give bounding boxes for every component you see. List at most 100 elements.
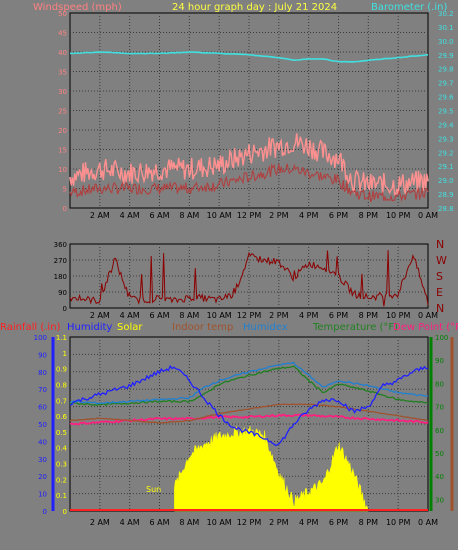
x-tick-label: 2 AM <box>90 518 110 527</box>
humidity-tick-label: 30 <box>38 456 47 464</box>
x-tick-label: 10 PM <box>386 211 411 220</box>
x-tick-label: 8 AM <box>179 311 199 320</box>
legend-indoor-temp: Indoor temp <box>172 322 233 333</box>
humidity-tick-label: 50 <box>38 421 47 429</box>
humidity-tick-label: 100 <box>34 334 47 342</box>
x-tick-label: 2 PM <box>269 211 288 220</box>
baro-tick-label: 29.7 <box>438 80 454 88</box>
x-tick-label: 6 PM <box>329 211 348 220</box>
x-tick-label: 8 AM <box>179 518 199 527</box>
sun-label: Sun <box>146 485 161 494</box>
legend-rainfall: Rainfall (.in) <box>0 322 61 333</box>
x-tick-label: 0 AM <box>418 211 438 220</box>
wind-tick-label: 15 <box>58 147 67 155</box>
x-tick-label: 2 PM <box>269 311 288 320</box>
x-tick-label: 4 PM <box>299 211 318 220</box>
baro-tick-label: 29.5 <box>438 108 454 116</box>
legend-temperature: Temperature (°F) <box>312 322 398 333</box>
temperature-tick-label: 70 <box>435 404 444 412</box>
baro-tick-label: 29.3 <box>438 135 454 143</box>
barometer-series <box>69 51 429 63</box>
direction-tick-label: 180 <box>54 273 67 281</box>
legend-humidity: Humidity <box>67 322 112 333</box>
humidex-series <box>69 361 428 405</box>
baro-tick-label: 28.8 <box>438 205 454 213</box>
rain-tick-label: 0.3 <box>56 461 67 469</box>
x-tick-label: 10 AM <box>207 518 232 527</box>
rain-tick-label: 1.1 <box>56 334 67 342</box>
temperature-panel: 0 10 20 30 40 50 60 70 80 90 100 0 0.1 0.2 0.3 0.4 0.5 0.… <box>34 334 454 527</box>
x-tick-label: 6 PM <box>329 311 348 320</box>
legend-solar: Solar <box>117 322 143 333</box>
wind-tick-label: 50 <box>58 10 67 18</box>
direction-tick-label: 270 <box>54 257 67 265</box>
humidity-tick-label: 90 <box>38 351 47 359</box>
x-tick-label: 6 AM <box>149 211 169 220</box>
wind-gust-series <box>69 133 429 196</box>
compass-label: S <box>436 270 443 283</box>
chart-title: 24 hour graph day : July 21 2024 <box>172 2 337 13</box>
wind-direction-series <box>69 250 429 307</box>
x-tick-label: 8 AM <box>179 211 199 220</box>
x-tick-label: 2 AM <box>90 211 110 220</box>
wind-tick-label: 40 <box>58 49 67 57</box>
x-tick-label: 4 PM <box>299 518 318 527</box>
wind-tick-label: 25 <box>58 108 67 116</box>
temperature-tick-label: 90 <box>435 357 444 365</box>
x-tick-label: 6 PM <box>329 518 348 527</box>
x-tick-label: 4 AM <box>120 211 140 220</box>
x-tick-label: 10 AM <box>207 311 232 320</box>
humidity-tick-label: 40 <box>38 438 47 446</box>
rain-tick-label: 0.5 <box>56 429 67 437</box>
x-tick-label: 2 AM <box>90 311 110 320</box>
wind-tick-label: 0 <box>63 205 67 213</box>
baro-tick-label: 30.0 <box>438 38 454 46</box>
rain-tick-label: 1 <box>63 350 67 358</box>
direction-tick-label: 90 <box>58 289 67 297</box>
x-tick-label: 10 PM <box>386 311 411 320</box>
wind-tick-label: 35 <box>58 69 67 77</box>
temperature-tick-label: 40 <box>435 473 444 481</box>
x-tick-label: 8 PM <box>359 311 378 320</box>
x-tick-label: 4 AM <box>120 518 140 527</box>
baro-tick-label: 29.6 <box>438 94 454 102</box>
indoor-temp-series <box>69 403 429 424</box>
baro-tick-label: 29.4 <box>438 121 454 129</box>
wind-tick-label: 10 <box>58 166 67 174</box>
baro-tick-label: 30.1 <box>438 24 454 32</box>
solar-area-series <box>174 425 369 512</box>
direction-tick-label: 0 <box>63 305 67 313</box>
humidity-tick-label: 80 <box>38 369 47 377</box>
rain-tick-label: 0.9 <box>56 366 67 374</box>
wind-tick-label: 5 <box>63 186 67 194</box>
compass-label: E <box>436 286 443 299</box>
baro-tick-label: 29.0 <box>438 177 454 185</box>
baro-axis-title: Barometer (.in) <box>371 2 447 13</box>
temperature-tick-label: 100 <box>435 334 448 342</box>
rain-tick-label: 0 <box>63 508 67 516</box>
wind-average-series <box>69 163 429 203</box>
x-tick-label: 4 AM <box>120 311 140 320</box>
rain-tick-label: 0.2 <box>56 476 67 484</box>
legend-dewpoint: Dew Point (°F) <box>393 322 458 333</box>
x-tick-label: 6 AM <box>149 311 169 320</box>
wind-tick-label: 45 <box>58 30 67 38</box>
direction-tick-label: 360 <box>54 241 67 249</box>
temperature-tick-label: 60 <box>435 427 444 435</box>
baro-tick-label: 29.2 <box>438 149 454 157</box>
legend-humidex: Humidex <box>243 322 288 333</box>
rain-tick-label: 0.8 <box>56 381 67 389</box>
humidity-tick-label: 60 <box>38 404 47 412</box>
humidity-tick-label: 70 <box>38 386 47 394</box>
compass-label: N <box>436 238 444 251</box>
wind-tick-label: 30 <box>58 88 67 96</box>
x-tick-label: 12 PM <box>237 518 262 527</box>
compass-label: N <box>436 302 444 315</box>
rain-tick-label: 0.4 <box>56 445 68 453</box>
wind-baro-panel: 0 5 10 15 20 25 30 35 40 45 50 28.8 28.9 29.0 29.1 29.2… <box>58 10 454 220</box>
x-tick-label: 0 AM <box>418 518 438 527</box>
rain-tick-label: 0.6 <box>56 413 68 421</box>
humidity-tick-label: 20 <box>38 473 47 481</box>
